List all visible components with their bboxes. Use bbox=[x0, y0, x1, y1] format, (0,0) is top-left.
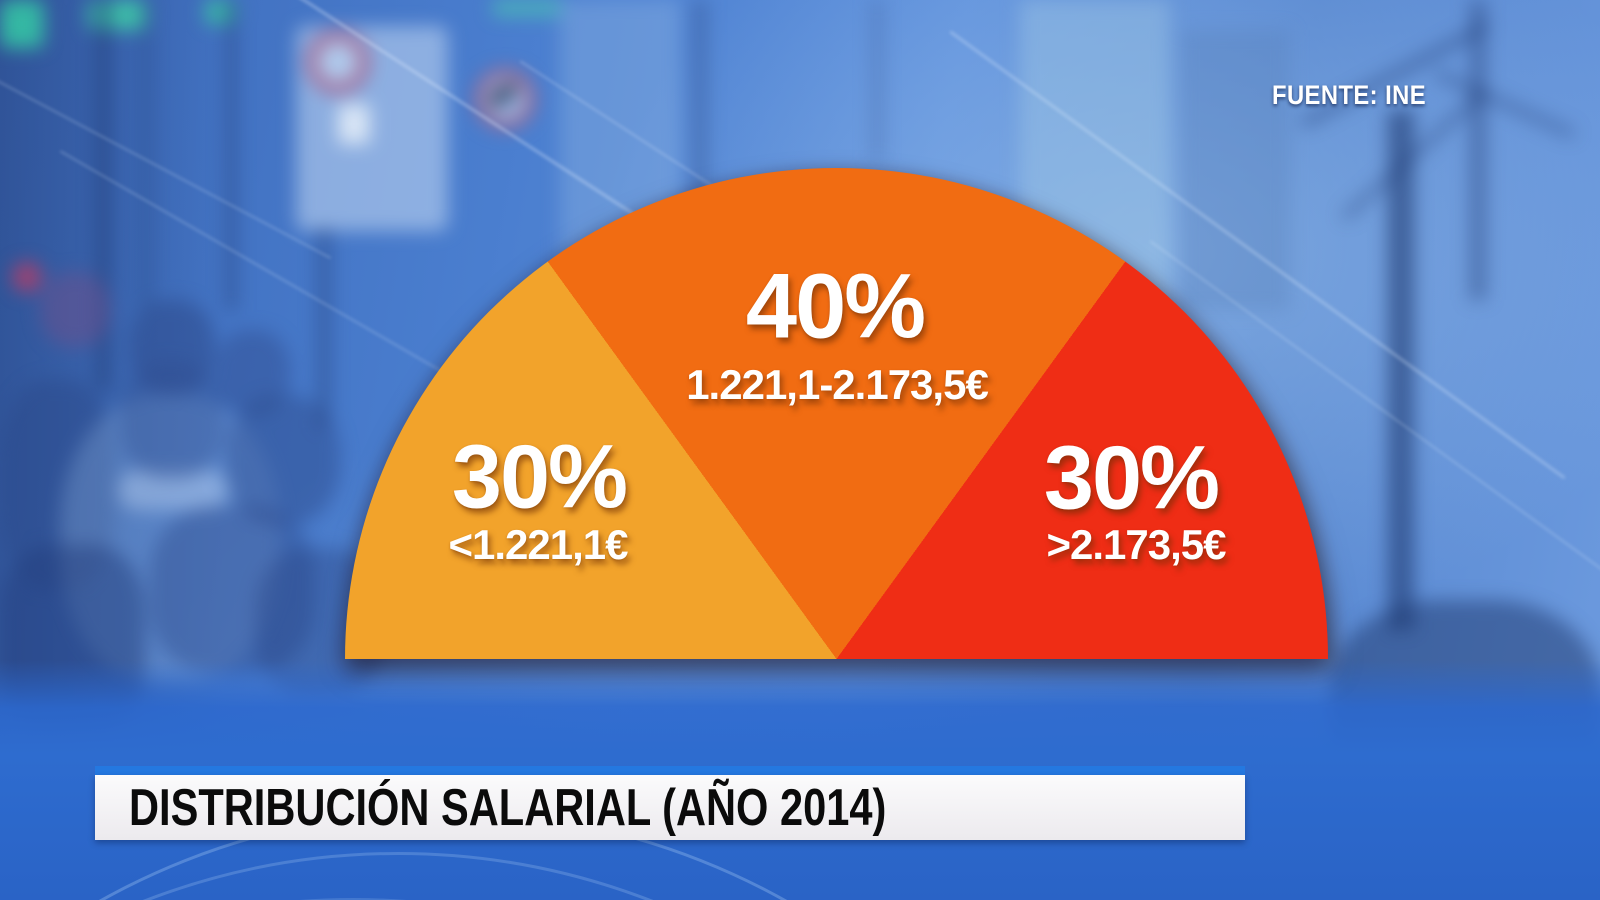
chart-title: DISTRIBUCIÓN SALARIAL (AÑO 2014) bbox=[129, 778, 887, 837]
light-streak bbox=[0, 60, 332, 260]
sign-plaque bbox=[338, 104, 370, 144]
title-banner: DISTRIBUCIÓN SALARIAL (AÑO 2014) bbox=[95, 775, 1245, 840]
prohibition-sign-icon bbox=[306, 30, 370, 94]
crowd-figure bbox=[225, 395, 340, 525]
lamp-pole bbox=[872, 0, 882, 160]
sign-pole bbox=[142, 0, 150, 310]
crowd-figure bbox=[150, 505, 315, 675]
segment-percent-label: 40% bbox=[745, 255, 926, 358]
crowd-figure bbox=[215, 330, 290, 415]
ghost-figure-collar bbox=[118, 470, 228, 510]
segment-range-label: <1.221,1€ bbox=[448, 521, 628, 568]
traffic-light-green bbox=[492, 0, 562, 16]
crowd-figure bbox=[120, 360, 225, 480]
crowd-figure bbox=[130, 300, 215, 395]
banner-accent-line bbox=[95, 766, 1245, 775]
segment-range-label: 1.221,1-2.173,5€ bbox=[686, 361, 989, 408]
tree-trunk bbox=[1388, 110, 1414, 630]
crowd-figure bbox=[40, 272, 110, 347]
segment-percent-label: 30% bbox=[451, 427, 628, 528]
sign-pole bbox=[318, 228, 330, 428]
prohibition-sign-icon bbox=[474, 68, 536, 130]
building-mass bbox=[1180, 30, 1290, 310]
source-label: FUENTE: INE bbox=[1272, 80, 1427, 110]
sign-pole bbox=[226, 0, 236, 310]
traffic-light-green bbox=[0, 0, 44, 48]
segment-percent-label: 30% bbox=[1043, 428, 1220, 529]
segment-range-label: >2.173,5€ bbox=[1046, 521, 1226, 568]
tree-trunk bbox=[1470, 0, 1486, 300]
crowd-figure-red-hat bbox=[12, 262, 42, 292]
